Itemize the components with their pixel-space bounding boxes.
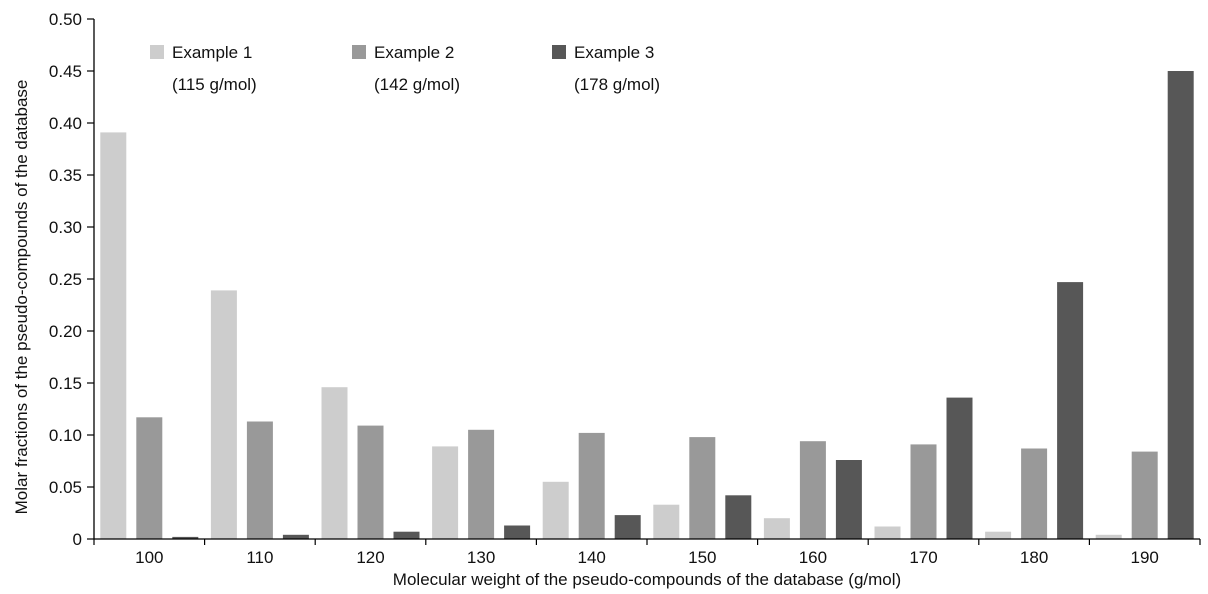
bar-series3-180 bbox=[1057, 282, 1084, 539]
labels-layer: 0 0.05 0.10 0.15 0.20 0.25 0.30 0.35 0.40 0.45 0.5… bbox=[49, 10, 1159, 567]
legend-note-series2: (142 g/mol) bbox=[374, 75, 460, 94]
bar-series1-100 bbox=[100, 132, 127, 539]
bar-series3-150 bbox=[725, 495, 752, 539]
y-tick-label: 0.30 bbox=[49, 218, 82, 237]
x-tick-label: 110 bbox=[246, 548, 273, 567]
bar-series3-190 bbox=[1167, 71, 1194, 539]
y-tick-label: 0.10 bbox=[49, 426, 82, 445]
bar-series3-120 bbox=[393, 531, 420, 539]
legend-note-series3: (178 g/mol) bbox=[574, 75, 660, 94]
legend-label-series3: Example 3 bbox=[574, 43, 654, 62]
bar-series1-180 bbox=[985, 531, 1012, 539]
bar-series3-160 bbox=[835, 460, 862, 539]
bar-series2-160 bbox=[799, 441, 826, 539]
legend-label-series1: Example 1 bbox=[172, 43, 252, 62]
x-tick-label: 180 bbox=[1020, 548, 1048, 567]
x-tick-label: 120 bbox=[356, 548, 384, 567]
y-tick-label: 0 bbox=[73, 530, 82, 549]
bar-series1-150 bbox=[653, 504, 680, 539]
bar-series1-160 bbox=[763, 518, 790, 539]
x-tick-label: 130 bbox=[467, 548, 495, 567]
x-tick-label: 140 bbox=[578, 548, 606, 567]
bar-series3-100 bbox=[172, 536, 199, 539]
bar-series3-110 bbox=[282, 534, 309, 539]
bar-series1-130 bbox=[432, 446, 459, 539]
y-tick-label: 0.25 bbox=[49, 270, 82, 289]
bar-series3-140 bbox=[614, 515, 641, 539]
legend: Example 1 (115 g/mol) Example 2 (142 g/mol)… bbox=[150, 43, 660, 94]
x-axis-title: Molecular weight of the pseudo-compounds… bbox=[393, 570, 901, 589]
bar-series2-120 bbox=[357, 425, 384, 539]
y-tick-label: 0.20 bbox=[49, 322, 82, 341]
x-tick-label: 190 bbox=[1131, 548, 1159, 567]
bars-layer bbox=[100, 71, 1194, 539]
y-axis-title: Molar fractions of the pseudo-compounds … bbox=[12, 80, 31, 515]
bar-series2-170 bbox=[910, 444, 937, 539]
y-tick-label: 0.15 bbox=[49, 374, 82, 393]
legend-note-series1: (115 g/mol) bbox=[172, 75, 257, 94]
x-tick-label: 100 bbox=[135, 548, 163, 567]
y-tick-label: 0.35 bbox=[49, 166, 82, 185]
bar-series1-110 bbox=[210, 290, 237, 539]
legend-swatch-series1 bbox=[150, 45, 164, 59]
bar-series1-120 bbox=[321, 387, 348, 539]
legend-swatch-series2 bbox=[352, 45, 366, 59]
bar-series2-180 bbox=[1021, 448, 1048, 539]
bar-series2-190 bbox=[1131, 451, 1158, 539]
y-tick-label: 0.45 bbox=[49, 62, 82, 81]
axes-layer bbox=[87, 18, 1201, 545]
y-tick-label: 0.40 bbox=[49, 114, 82, 133]
x-tick-label: 150 bbox=[688, 548, 716, 567]
x-tick-label: 170 bbox=[909, 548, 937, 567]
bar-series2-140 bbox=[578, 432, 605, 539]
bar-series1-170 bbox=[874, 526, 901, 539]
bar-series3-130 bbox=[504, 525, 531, 539]
bar-series2-110 bbox=[246, 421, 273, 539]
bar-series2-130 bbox=[468, 429, 495, 539]
bar-series3-170 bbox=[946, 397, 973, 539]
bar-series2-150 bbox=[689, 437, 716, 539]
bar-series2-100 bbox=[136, 417, 163, 539]
y-tick-label: 0.50 bbox=[49, 10, 82, 29]
x-tick-label: 160 bbox=[799, 548, 827, 567]
bar-series1-190 bbox=[1095, 534, 1122, 539]
y-tick-label: 0.05 bbox=[49, 478, 82, 497]
legend-swatch-series3 bbox=[552, 45, 566, 59]
bar-series1-140 bbox=[542, 481, 569, 539]
legend-label-series2: Example 2 bbox=[374, 43, 454, 62]
